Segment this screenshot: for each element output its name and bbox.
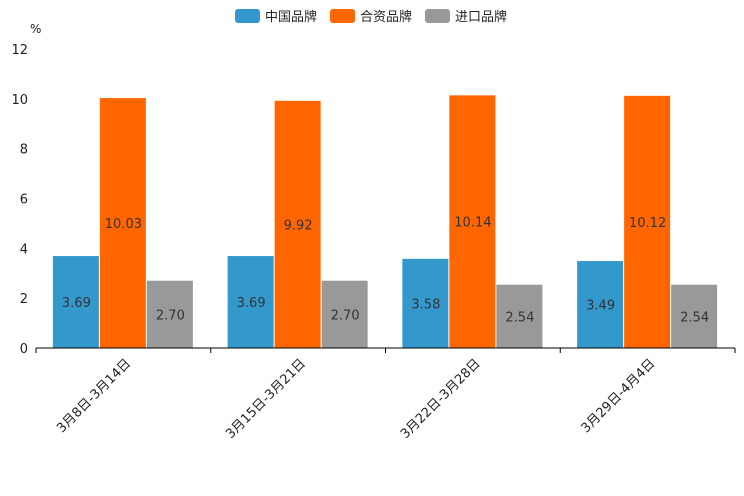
data-label: 2.54 (505, 310, 534, 325)
x-category-label: 3月29日-4月4日 (579, 356, 659, 436)
bar (449, 95, 496, 348)
bar (146, 280, 193, 348)
bar (577, 261, 624, 348)
legend-label: 合资品牌 (360, 9, 412, 25)
bar (671, 284, 718, 348)
data-label: 2.70 (156, 308, 185, 323)
x-category-label: 3月15日-3月21日 (223, 356, 309, 442)
y-tick-label: 0 (20, 342, 28, 357)
data-label: 2.54 (680, 310, 709, 325)
x-axis: 3月8日-3月14日 3月15日-3月21日 3月22日-3月28日 3月29日-4月… (35, 347, 736, 442)
legend-swatch (235, 9, 260, 23)
legend-swatch (425, 9, 450, 23)
bar (274, 100, 321, 349)
data-label: 3.69 (237, 296, 266, 311)
y-tick-label: 10 (11, 93, 28, 108)
y-axis-unit: % (30, 22, 41, 36)
data-label: 10.12 (629, 216, 666, 231)
x-category-label: 3月22日-3月28日 (398, 356, 484, 442)
data-label: 3.58 (411, 297, 440, 312)
bar (624, 95, 671, 349)
legend-label: 中国品牌 (265, 9, 317, 25)
data-label: 10.14 (454, 216, 491, 231)
x-category-label: 3月8日-3月14日 (54, 356, 134, 436)
bar (227, 256, 274, 348)
y-tick-label: 4 (20, 242, 28, 257)
bar (496, 284, 543, 348)
legend: 中国品牌 合资品牌 进口品牌 (235, 9, 507, 25)
y-axis: 0 2 4 6 8 10 12 (11, 43, 28, 357)
bar (402, 258, 449, 348)
bar (52, 256, 99, 348)
legend-swatch (330, 9, 355, 23)
bar (99, 98, 146, 348)
legend-label: 进口品牌 (455, 9, 507, 25)
y-tick-label: 8 (20, 143, 28, 158)
y-tick-label: 6 (20, 193, 28, 208)
data-label: 3.69 (62, 296, 91, 311)
y-tick-label: 2 (20, 292, 28, 307)
data-label: 9.92 (284, 218, 313, 233)
bar (321, 280, 368, 348)
data-label: 10.03 (105, 217, 142, 232)
data-label: 2.70 (331, 308, 360, 323)
y-tick-label: 12 (11, 43, 28, 58)
bars: 3.69 3.69 3.58 3.49 10.03 9.92 10.14 10.12 2.70 2… (52, 95, 718, 349)
data-label: 3.49 (586, 299, 615, 314)
